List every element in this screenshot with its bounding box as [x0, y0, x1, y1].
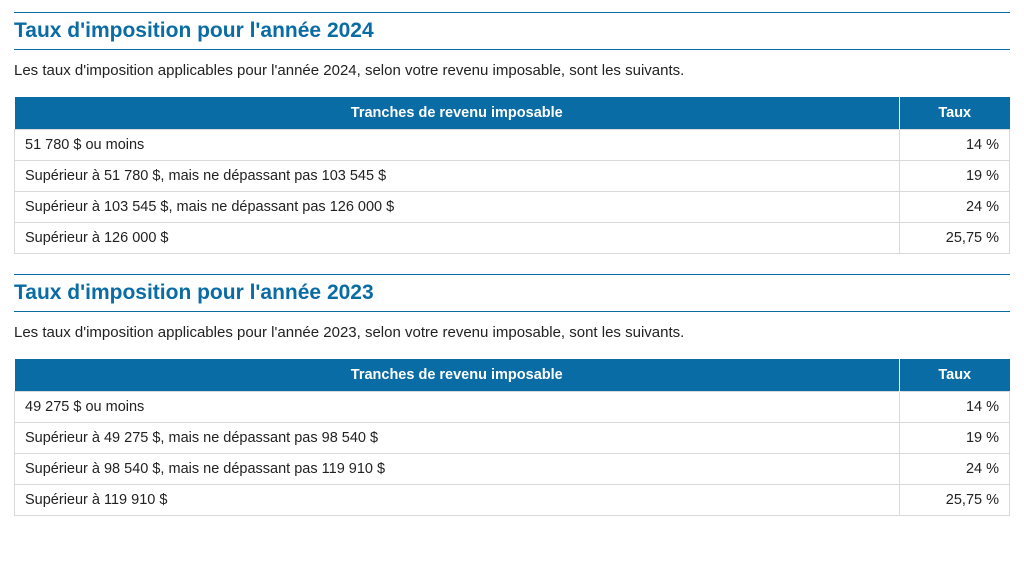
section-rule-top [14, 12, 1010, 13]
rate-cell: 19 % [900, 423, 1010, 454]
table-header-row: Tranches de revenu imposable Taux [15, 97, 1010, 130]
tax-section-2023: Taux d'imposition pour l'année 2023 Les … [14, 274, 1010, 516]
table-row: Supérieur à 103 545 $, mais ne dépassant… [15, 192, 1010, 223]
rate-cell: 25,75 % [900, 485, 1010, 516]
bracket-cell: Supérieur à 126 000 $ [15, 223, 900, 254]
section-description: Les taux d'imposition applicables pour l… [14, 324, 1010, 341]
tax-table-2024: Tranches de revenu imposable Taux 51 780… [14, 97, 1010, 254]
section-rule-bottom [14, 49, 1010, 50]
rate-cell: 14 % [900, 130, 1010, 161]
tax-table-2023: Tranches de revenu imposable Taux 49 275… [14, 359, 1010, 516]
section-rule-top [14, 274, 1010, 275]
table-header-row: Tranches de revenu imposable Taux [15, 359, 1010, 392]
table-row: Supérieur à 51 780 $, mais ne dépassant … [15, 161, 1010, 192]
section-title: Taux d'imposition pour l'année 2024 [14, 19, 1010, 49]
bracket-cell: Supérieur à 49 275 $, mais ne dépassant … [15, 423, 900, 454]
bracket-cell: 51 780 $ ou moins [15, 130, 900, 161]
column-header-bracket: Tranches de revenu imposable [15, 97, 900, 130]
bracket-cell: 49 275 $ ou moins [15, 392, 900, 423]
rate-cell: 19 % [900, 161, 1010, 192]
bracket-cell: Supérieur à 119 910 $ [15, 485, 900, 516]
column-header-rate: Taux [900, 97, 1010, 130]
table-row: Supérieur à 98 540 $, mais ne dépassant … [15, 454, 1010, 485]
rate-cell: 14 % [900, 392, 1010, 423]
section-description: Les taux d'imposition applicables pour l… [14, 62, 1010, 79]
table-row: 49 275 $ ou moins 14 % [15, 392, 1010, 423]
tax-section-2024: Taux d'imposition pour l'année 2024 Les … [14, 12, 1010, 254]
rate-cell: 24 % [900, 454, 1010, 485]
table-row: Supérieur à 119 910 $ 25,75 % [15, 485, 1010, 516]
section-rule-bottom [14, 311, 1010, 312]
rate-cell: 25,75 % [900, 223, 1010, 254]
table-row: Supérieur à 126 000 $ 25,75 % [15, 223, 1010, 254]
bracket-cell: Supérieur à 103 545 $, mais ne dépassant… [15, 192, 900, 223]
bracket-cell: Supérieur à 98 540 $, mais ne dépassant … [15, 454, 900, 485]
rate-cell: 24 % [900, 192, 1010, 223]
column-header-rate: Taux [900, 359, 1010, 392]
bracket-cell: Supérieur à 51 780 $, mais ne dépassant … [15, 161, 900, 192]
section-title: Taux d'imposition pour l'année 2023 [14, 281, 1010, 311]
table-row: 51 780 $ ou moins 14 % [15, 130, 1010, 161]
table-row: Supérieur à 49 275 $, mais ne dépassant … [15, 423, 1010, 454]
column-header-bracket: Tranches de revenu imposable [15, 359, 900, 392]
